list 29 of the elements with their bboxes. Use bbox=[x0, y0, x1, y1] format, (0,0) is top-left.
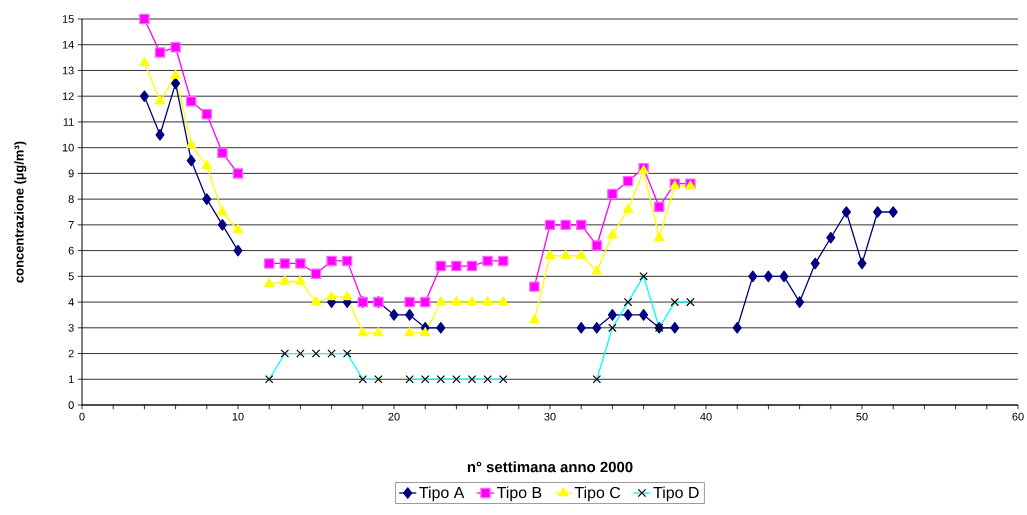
legend-label: Tipo C bbox=[574, 486, 621, 502]
y-tick-label: 11 bbox=[63, 118, 74, 126]
y-tick-label: 9 bbox=[68, 169, 74, 178]
x-tick-label: 0 bbox=[79, 412, 85, 421]
legend-label: Tipo D bbox=[653, 486, 699, 502]
y-axis-title: concentrazione (µg/m³) bbox=[14, 141, 27, 283]
x-tick-label: 50 bbox=[856, 412, 868, 421]
y-tick-label: 4 bbox=[68, 298, 74, 306]
y-tick-label: 0 bbox=[68, 401, 74, 409]
y-tick-label: 1 bbox=[68, 375, 74, 384]
y-tick-label: 8 bbox=[68, 195, 74, 204]
y-tick-label: 12 bbox=[62, 92, 74, 101]
y-tick-label: 2 bbox=[68, 349, 74, 358]
y-tick-label: 14 bbox=[62, 40, 74, 49]
x-tick-label: 60 bbox=[1012, 412, 1024, 421]
x-tick-label: 20 bbox=[388, 412, 400, 421]
legend-label: Tipo A bbox=[419, 486, 465, 502]
y-tick-label: 3 bbox=[68, 323, 74, 332]
y-tick-label: 10 bbox=[62, 143, 74, 152]
x-axis-title: n° settimana anno 2000 bbox=[467, 461, 633, 473]
y-tick-label: 7 bbox=[68, 221, 74, 229]
y-tick-label: 15 bbox=[62, 15, 74, 23]
y-tick-label: 5 bbox=[68, 272, 74, 281]
x-tick-label: 40 bbox=[700, 412, 712, 421]
y-tick-label: 6 bbox=[68, 246, 74, 255]
legend-label: Tipo B bbox=[497, 486, 542, 502]
y-tick-label: 13 bbox=[62, 66, 74, 75]
x-tick-label: 10 bbox=[232, 412, 244, 421]
x-tick-label: 30 bbox=[544, 412, 556, 421]
